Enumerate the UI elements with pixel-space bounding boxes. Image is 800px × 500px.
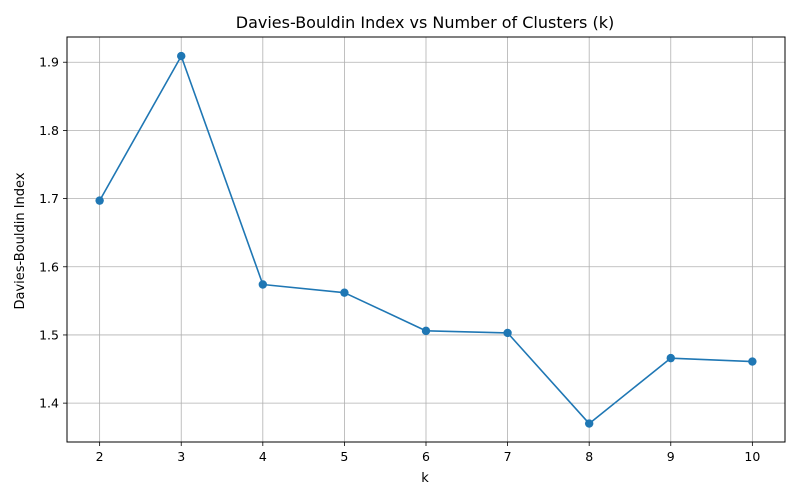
x-tick-label: 3 [177,449,185,464]
data-point [258,280,268,289]
data-point [748,357,757,366]
y-axis-label: Davies-Bouldin Index [13,172,28,309]
axis-tick-labels: 2 3 4 5 6 7 8 9 10 1.4 1.5 1.6 1.7 1.8 1.9 [39,55,760,464]
y-tick-label: 1.6 [39,259,59,274]
data-point [340,288,349,297]
x-axis-label: k [421,471,429,486]
x-tick-label: 6 [422,449,430,464]
y-tick-label: 1.8 [39,123,59,138]
x-tick-label: 4 [259,449,267,464]
grid [67,37,785,442]
data-point [666,353,675,363]
data-point [503,328,512,338]
y-tick-label: 1.4 [39,396,59,411]
data-point [421,326,431,336]
x-tick-label: 9 [667,449,675,464]
x-tick-label: 10 [744,449,760,464]
data-point [584,419,594,428]
x-tick-label: 8 [585,449,593,464]
series-markers-group [95,51,757,428]
y-tick-label: 1.5 [39,327,59,342]
axis-ticks [63,61,753,446]
y-tick-label: 1.9 [39,55,59,70]
data-point [95,196,104,205]
chart-title: Davies-Bouldin Index vs Number of Cluste… [236,13,614,32]
data-point [177,51,186,61]
x-tick-label: 5 [340,449,348,464]
x-tick-label: 2 [96,449,104,464]
y-tick-label: 1.7 [39,191,59,206]
x-tick-label: 7 [504,449,512,464]
